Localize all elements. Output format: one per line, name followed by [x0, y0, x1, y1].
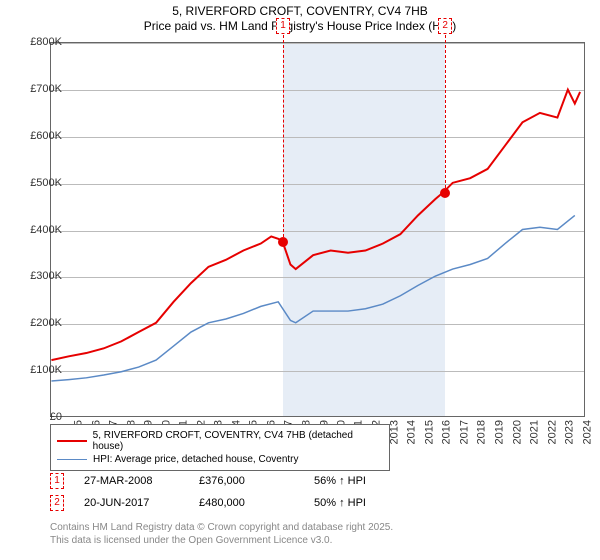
y-tick-label: £500K — [12, 177, 62, 189]
marker-label-1: 1 — [276, 18, 290, 34]
y-tick-label: £800K — [12, 36, 62, 48]
x-tick-label: 2018 — [476, 420, 488, 444]
transaction-price: £480,000 — [199, 497, 314, 509]
chart-plot-area: 12 — [50, 42, 585, 417]
legend-swatch — [57, 440, 87, 442]
transaction-price: £376,000 — [199, 475, 314, 487]
transaction-date: 27-MAR-2008 — [84, 475, 199, 487]
chart-lines — [51, 43, 584, 416]
y-tick-label: £100K — [12, 364, 62, 376]
chart-title: 5, RIVERFORD CROFT, COVENTRY, CV4 7HB — [0, 0, 600, 18]
transaction-rows: 1 27-MAR-2008£376,00056% ↑ HPI 2 20-JUN-201… — [50, 470, 429, 514]
marker-line — [445, 35, 446, 193]
x-tick-label: 2014 — [406, 420, 418, 444]
marker-label-2: 2 — [438, 18, 452, 34]
transaction-idx: 2 — [50, 495, 64, 511]
x-tick-label: 2021 — [529, 420, 541, 444]
x-tick-label: 2023 — [564, 420, 576, 444]
transaction-idx: 1 — [50, 473, 64, 489]
x-tick-label: 2015 — [423, 420, 435, 444]
marker-line — [283, 35, 284, 242]
x-tick-label: 2013 — [388, 420, 400, 444]
legend-label: HPI: Average price, detached house, Cove… — [93, 454, 299, 465]
y-tick-label: £200K — [12, 317, 62, 329]
legend-label: 5, RIVERFORD CROFT, COVENTRY, CV4 7HB (d… — [93, 430, 383, 452]
transaction-delta: 56% ↑ HPI — [314, 475, 429, 487]
chart-subtitle: Price paid vs. HM Land Registry's House … — [0, 18, 600, 33]
transaction-delta: 50% ↑ HPI — [314, 497, 429, 509]
marker-dot — [278, 237, 288, 247]
transaction-row: 1 27-MAR-2008£376,00056% ↑ HPI — [50, 470, 429, 492]
y-tick-label: £700K — [12, 83, 62, 95]
x-tick-label: 2019 — [493, 420, 505, 444]
legend: 5, RIVERFORD CROFT, COVENTRY, CV4 7HB (d… — [50, 424, 390, 471]
y-tick-label: £400K — [12, 224, 62, 236]
transaction-row: 2 20-JUN-2017£480,00050% ↑ HPI — [50, 492, 429, 514]
footer-line1: Contains HM Land Registry data © Crown c… — [50, 522, 393, 535]
x-tick-label: 2022 — [546, 420, 558, 444]
legend-item: HPI: Average price, detached house, Cove… — [57, 453, 383, 466]
x-tick-label: 2016 — [441, 420, 453, 444]
legend-swatch — [57, 459, 87, 461]
y-tick-label: £300K — [12, 270, 62, 282]
series-hpi — [51, 215, 574, 381]
x-tick-label: 2024 — [581, 420, 593, 444]
series-price_paid — [51, 90, 580, 360]
footer-attribution: Contains HM Land Registry data © Crown c… — [50, 522, 393, 547]
marker-dot — [440, 188, 450, 198]
footer-line2: This data is licensed under the Open Gov… — [50, 535, 393, 548]
y-tick-label: £0 — [12, 411, 62, 423]
x-tick-label: 2020 — [511, 420, 523, 444]
legend-item: 5, RIVERFORD CROFT, COVENTRY, CV4 7HB (d… — [57, 429, 383, 453]
transaction-date: 20-JUN-2017 — [84, 497, 199, 509]
x-tick-label: 2017 — [458, 420, 470, 444]
y-tick-label: £600K — [12, 130, 62, 142]
